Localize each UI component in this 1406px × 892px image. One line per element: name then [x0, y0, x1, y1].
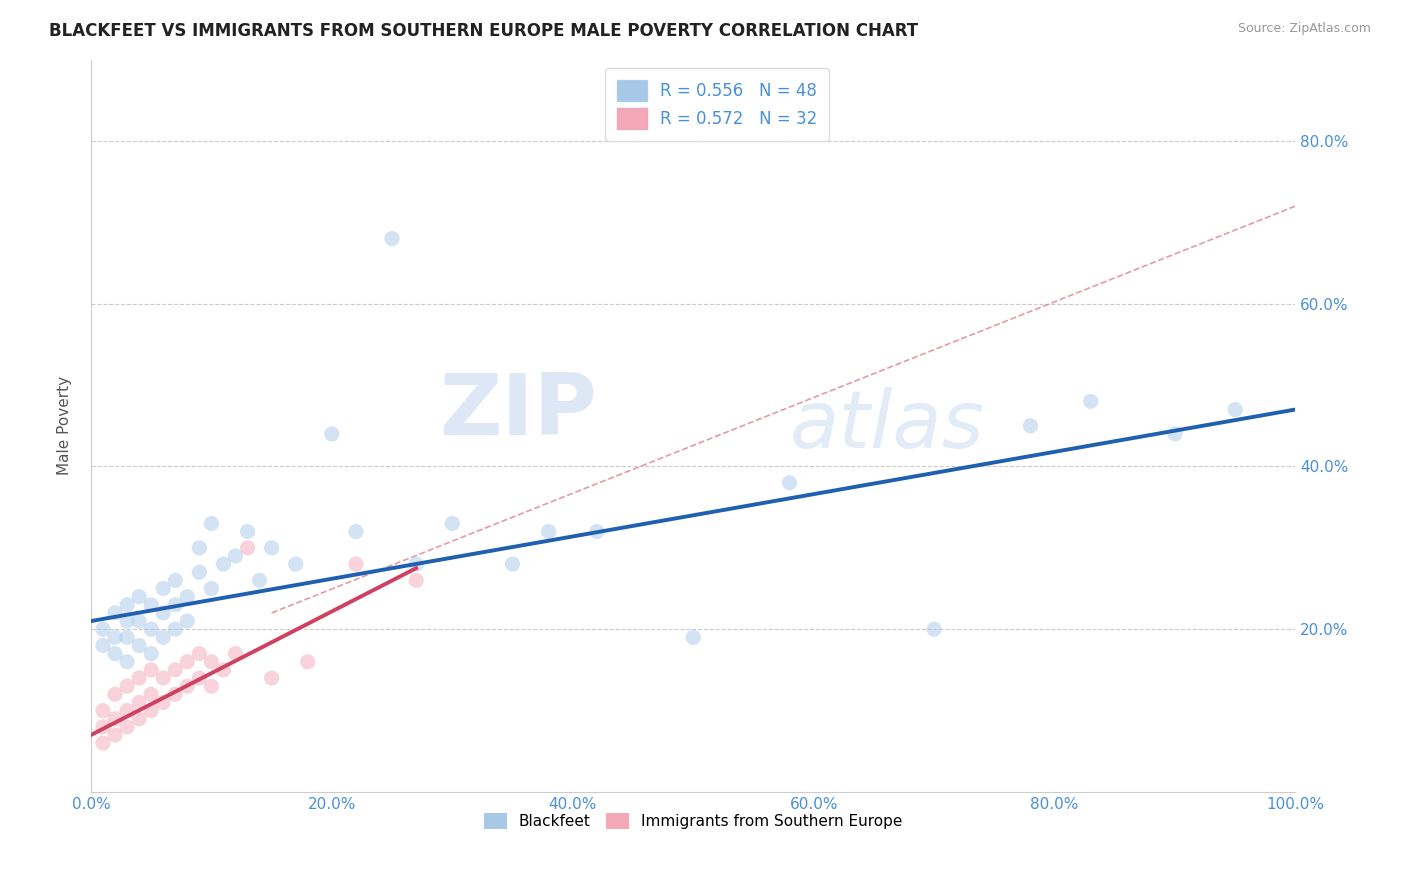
Point: [537, 524, 560, 539]
Point: [115, 598, 138, 612]
Point: [128, 671, 150, 685]
Point: [104, 647, 127, 661]
Point: [381, 232, 404, 246]
Point: [104, 687, 127, 701]
Point: [104, 712, 127, 726]
Point: [91, 736, 114, 750]
Point: [1225, 402, 1247, 417]
Y-axis label: Male Poverty: Male Poverty: [58, 376, 72, 475]
Point: [344, 524, 367, 539]
Point: [128, 712, 150, 726]
Point: [284, 557, 307, 571]
Point: [176, 679, 198, 693]
Point: [224, 647, 246, 661]
Point: [104, 728, 127, 742]
Text: atlas: atlas: [790, 387, 984, 465]
Point: [165, 598, 187, 612]
Point: [188, 566, 211, 580]
Point: [236, 524, 259, 539]
Text: Source: ZipAtlas.com: Source: ZipAtlas.com: [1237, 22, 1371, 36]
Point: [91, 639, 114, 653]
Point: [321, 426, 343, 441]
Point: [1080, 394, 1102, 409]
Point: [104, 606, 127, 620]
Point: [115, 655, 138, 669]
Point: [141, 647, 163, 661]
Point: [141, 598, 163, 612]
Point: [188, 541, 211, 555]
Point: [297, 655, 319, 669]
Point: [91, 720, 114, 734]
Point: [405, 557, 427, 571]
Point: [260, 541, 283, 555]
Text: BLACKFEET VS IMMIGRANTS FROM SOUTHERN EUROPE MALE POVERTY CORRELATION CHART: BLACKFEET VS IMMIGRANTS FROM SOUTHERN EU…: [49, 22, 918, 40]
Point: [128, 590, 150, 604]
Point: [152, 631, 174, 645]
Point: [115, 631, 138, 645]
Point: [152, 671, 174, 685]
Point: [141, 663, 163, 677]
Point: [1019, 418, 1042, 433]
Point: [682, 631, 704, 645]
Point: [224, 549, 246, 563]
Point: [141, 687, 163, 701]
Point: [115, 704, 138, 718]
Point: [91, 704, 114, 718]
Point: [922, 622, 945, 636]
Point: [200, 516, 222, 531]
Point: [128, 614, 150, 628]
Point: [200, 679, 222, 693]
Point: [249, 574, 271, 588]
Point: [128, 639, 150, 653]
Point: [176, 590, 198, 604]
Point: [152, 606, 174, 620]
Point: [128, 695, 150, 709]
Point: [115, 614, 138, 628]
Point: [115, 720, 138, 734]
Point: [585, 524, 607, 539]
Point: [212, 663, 235, 677]
Point: [779, 475, 801, 490]
Point: [141, 704, 163, 718]
Point: [165, 574, 187, 588]
Point: [405, 574, 427, 588]
Point: [176, 655, 198, 669]
Point: [212, 557, 235, 571]
Point: [165, 687, 187, 701]
Point: [344, 557, 367, 571]
Point: [260, 671, 283, 685]
Point: [441, 516, 464, 531]
Point: [152, 582, 174, 596]
Point: [502, 557, 524, 571]
Point: [176, 614, 198, 628]
Point: [165, 663, 187, 677]
Point: [200, 655, 222, 669]
Point: [236, 541, 259, 555]
Point: [104, 631, 127, 645]
Point: [200, 582, 222, 596]
Point: [188, 647, 211, 661]
Point: [1164, 426, 1187, 441]
Point: [91, 622, 114, 636]
Point: [141, 622, 163, 636]
Point: [188, 671, 211, 685]
Point: [152, 695, 174, 709]
Point: [115, 679, 138, 693]
Legend: Blackfeet, Immigrants from Southern Europe: Blackfeet, Immigrants from Southern Euro…: [478, 807, 908, 836]
Text: ZIP: ZIP: [439, 369, 596, 452]
Point: [165, 622, 187, 636]
